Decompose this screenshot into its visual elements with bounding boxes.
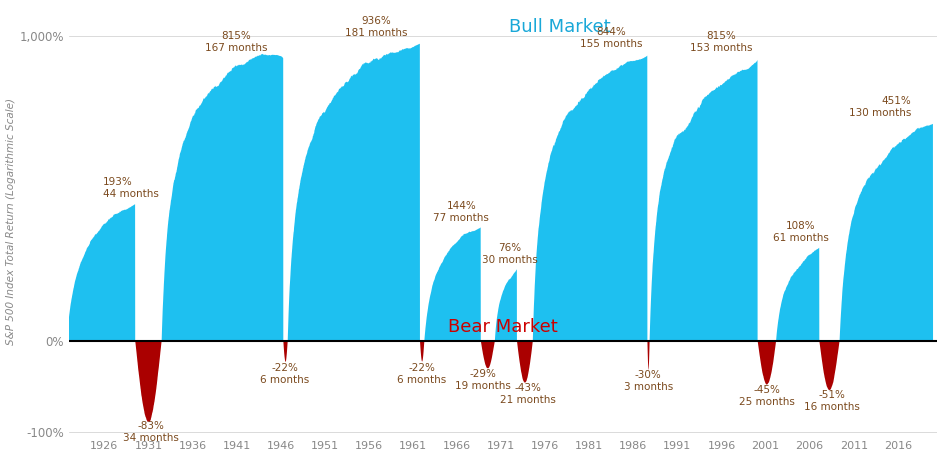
Polygon shape <box>481 340 495 368</box>
Text: -22%
6 months: -22% 6 months <box>260 363 309 385</box>
Text: 844%
155 months: 844% 155 months <box>580 27 642 49</box>
Text: 193%
44 months: 193% 44 months <box>103 177 158 199</box>
Polygon shape <box>161 54 283 340</box>
Polygon shape <box>757 340 776 385</box>
Polygon shape <box>283 340 288 362</box>
Text: -45%
25 months: -45% 25 months <box>739 385 795 407</box>
Text: 815%
167 months: 815% 167 months <box>206 32 268 53</box>
Text: -43%
21 months: -43% 21 months <box>500 383 555 405</box>
Text: 76%
30 months: 76% 30 months <box>482 243 538 265</box>
Polygon shape <box>650 60 757 340</box>
Polygon shape <box>288 44 420 340</box>
Y-axis label: S&P 500 Index Total Return (Logarithmic Scale): S&P 500 Index Total Return (Logarithmic … <box>6 97 15 345</box>
Text: 936%
181 months: 936% 181 months <box>344 16 407 37</box>
Text: 144%
77 months: 144% 77 months <box>434 201 489 223</box>
Text: -51%
16 months: -51% 16 months <box>803 390 860 413</box>
Polygon shape <box>424 228 481 340</box>
Polygon shape <box>776 248 819 340</box>
Text: 815%
153 months: 815% 153 months <box>690 32 753 53</box>
Polygon shape <box>135 340 161 422</box>
Text: -22%
6 months: -22% 6 months <box>397 363 446 385</box>
Text: 108%
61 months: 108% 61 months <box>773 222 829 244</box>
Text: Bear Market: Bear Market <box>448 318 558 336</box>
Text: -29%
19 months: -29% 19 months <box>455 369 511 391</box>
Polygon shape <box>819 340 839 390</box>
Text: -30%
3 months: -30% 3 months <box>623 370 673 392</box>
Text: Bull Market: Bull Market <box>509 18 610 37</box>
Polygon shape <box>420 340 424 361</box>
Polygon shape <box>839 124 933 340</box>
Polygon shape <box>533 56 648 340</box>
Polygon shape <box>648 340 650 370</box>
Polygon shape <box>517 340 533 383</box>
Polygon shape <box>67 204 135 340</box>
Text: 451%
130 months: 451% 130 months <box>849 96 911 118</box>
Polygon shape <box>495 269 517 340</box>
Text: -83%
34 months: -83% 34 months <box>124 421 179 443</box>
